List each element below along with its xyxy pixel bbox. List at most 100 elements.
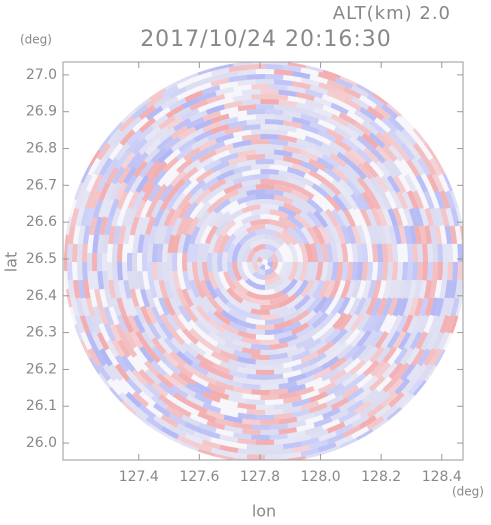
radar-cell	[311, 224, 325, 245]
radar-cell	[350, 192, 365, 211]
radar-cell	[177, 304, 192, 323]
radar-cell	[127, 314, 140, 334]
radar-cell	[439, 280, 448, 299]
radar-cell	[395, 392, 412, 409]
radar-cell	[163, 224, 174, 244]
radar-cell	[188, 341, 206, 357]
radar-cell	[429, 207, 440, 227]
radar-cell	[153, 225, 163, 245]
radar-cell	[137, 270, 145, 290]
radar-cell	[192, 243, 200, 262]
radar-cell	[182, 233, 192, 253]
radar-cell	[265, 444, 284, 450]
radar-cell	[232, 164, 252, 175]
radar-cell	[434, 297, 445, 317]
radar-cell	[362, 346, 379, 364]
radar-cell	[82, 280, 91, 299]
radar-cell	[370, 297, 383, 317]
radar-cell	[393, 225, 402, 245]
radar-cell	[338, 410, 357, 424]
radar-cell	[260, 124, 279, 130]
radar-cell	[227, 395, 247, 404]
radar-cell	[173, 404, 192, 418]
radar-cell	[132, 190, 146, 210]
radar-cell	[236, 319, 257, 330]
radar-cell	[321, 153, 340, 169]
radar-cell	[176, 434, 196, 447]
radar-cell	[260, 204, 280, 211]
radar-cell	[361, 243, 368, 262]
radar-cell	[224, 125, 243, 135]
radar-cell	[165, 192, 180, 211]
radar-cell	[304, 135, 324, 147]
radar-cell	[255, 149, 275, 155]
radar-cell	[232, 421, 252, 430]
radar-cell	[143, 147, 161, 164]
radar-cell	[252, 244, 265, 253]
radar-cell	[176, 288, 189, 308]
radar-cell	[74, 181, 84, 200]
radar-cell	[273, 278, 292, 294]
radar-cell	[315, 243, 323, 262]
radar-cell	[255, 267, 265, 275]
radar-cell	[396, 262, 404, 281]
radar-cell	[121, 109, 137, 124]
radar-cell	[299, 211, 316, 228]
radar-cell	[442, 173, 453, 192]
radar-cell	[189, 304, 205, 323]
radar-cell	[242, 89, 261, 96]
radar-cell	[255, 249, 265, 257]
radar-cell	[201, 84, 221, 96]
radar-cell	[309, 391, 329, 403]
radar-cell	[386, 175, 401, 194]
radar-cell	[309, 428, 329, 440]
radar-cell	[190, 362, 209, 376]
radar-cell	[246, 144, 265, 151]
radar-cell	[287, 373, 307, 383]
radar-cell	[274, 79, 293, 87]
radar-cell	[172, 234, 182, 254]
radar-cell	[359, 297, 372, 316]
radar-cell	[167, 270, 176, 290]
radar-cell	[219, 116, 239, 126]
radar-cell	[104, 288, 114, 308]
radar-cell	[300, 351, 319, 364]
radar-cell	[455, 207, 463, 227]
radar-cell	[424, 225, 432, 245]
radar-cell	[213, 219, 230, 237]
radar-cell	[429, 225, 438, 245]
radar-cell	[278, 344, 298, 354]
radar-cell	[338, 328, 355, 346]
radar-cell	[369, 360, 387, 377]
radar-cell	[349, 359, 367, 376]
radar-cell	[177, 371, 196, 386]
radar-cell	[269, 94, 289, 101]
radar-cell	[112, 243, 119, 262]
radar-cell	[210, 113, 230, 124]
radar-cell	[193, 441, 213, 453]
radar-cell	[246, 224, 265, 234]
y-unit: (deg)	[20, 33, 52, 47]
radar-cell	[282, 64, 302, 73]
radar-cell	[175, 363, 194, 379]
radar-cell	[295, 386, 315, 397]
radar-cell	[394, 144, 411, 162]
radar-cell	[269, 129, 289, 136]
radar-cell	[421, 262, 428, 281]
radar-cell	[304, 365, 324, 378]
radar-cell	[281, 229, 298, 246]
radar-cell	[394, 362, 411, 380]
radar-cell	[392, 330, 407, 349]
radar-cell	[219, 349, 239, 362]
radar-cell	[150, 147, 167, 164]
radar-cell	[132, 270, 140, 290]
radar-cell	[274, 249, 283, 262]
radar-cell	[121, 297, 133, 317]
radar-cell	[176, 423, 195, 436]
radar-cell	[306, 210, 323, 228]
radar-cell	[129, 330, 144, 349]
radar-cell	[237, 69, 257, 76]
radar-cell	[134, 199, 147, 219]
radar-cell	[419, 207, 429, 227]
radar-cell	[180, 441, 199, 452]
